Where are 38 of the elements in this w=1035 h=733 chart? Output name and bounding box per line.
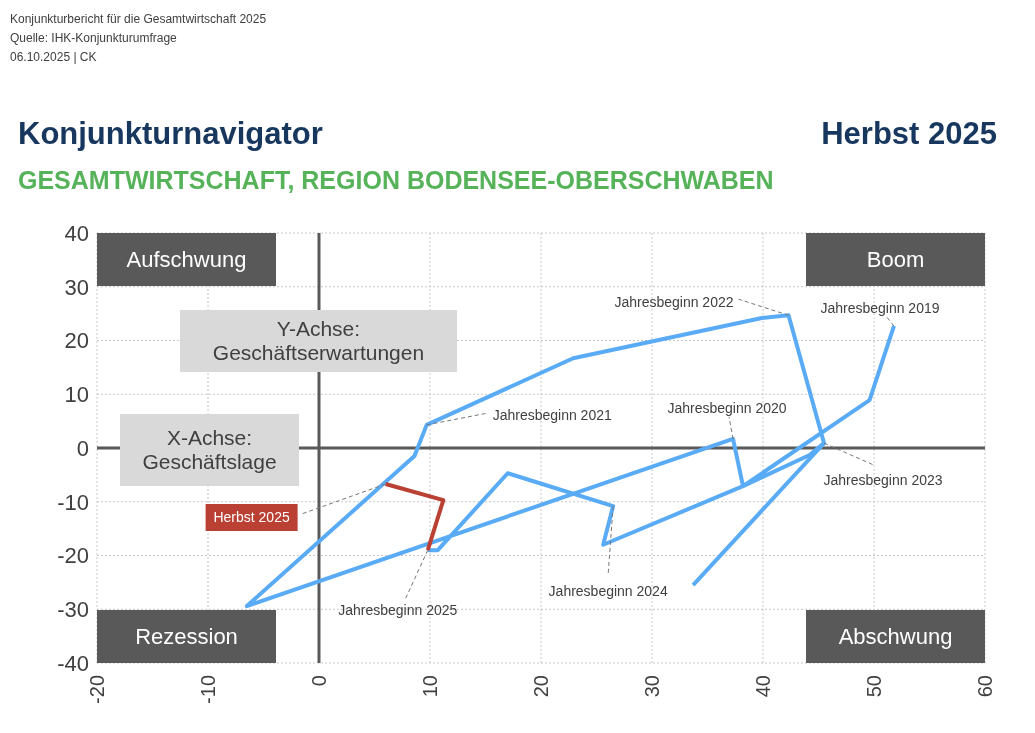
annotation: Jahresbeginn 2020 [667, 399, 787, 416]
y-tick-label: -20 [57, 543, 89, 569]
x-tick-label: 30 [641, 675, 663, 698]
x-tick-label: 20 [530, 675, 552, 698]
x-tick-label: -10 [197, 675, 219, 704]
annotation: Jahresbeginn 2022 [614, 294, 734, 311]
annotation: Jahresbeginn 2024 [548, 583, 668, 600]
y-tick-label: 10 [64, 382, 89, 408]
y-tick-label: 30 [64, 274, 89, 300]
x-tick-label: 10 [419, 675, 441, 698]
chart-subtitle: GESAMTWIRTSCHAFT, REGION BODENSEE-OBERSCHWABEN [18, 166, 774, 195]
quadrant-label: Boom [806, 233, 985, 286]
y-tick-label: 40 [64, 220, 89, 246]
x-axis-title: X-Achse: Geschäftslage [120, 414, 299, 486]
x-tick-label: 0 [308, 675, 330, 687]
annotation: Herbst 2025 [213, 509, 290, 526]
annotation: Jahresbeginn 2019 [820, 299, 940, 316]
text: Herbst 2025 [821, 116, 997, 152]
y-tick-label: 0 [76, 435, 89, 461]
quadrant-label: Rezession [97, 610, 276, 663]
chart-title: Konjunkturnavigator [18, 116, 323, 152]
annotation: Jahresbeginn 2025 [338, 602, 458, 619]
y-tick-label: -10 [57, 489, 89, 515]
annotation: Jahresbeginn 2023 [823, 472, 943, 489]
x-tick-label: 50 [863, 675, 885, 698]
quadrant-label: Abschwung [806, 610, 985, 663]
text: Konjunkturbericht für die Gesamtwirtschaft 2025 [10, 11, 267, 28]
y-tick-label: 20 [64, 328, 89, 354]
x-tick-label: 40 [752, 675, 774, 698]
source-note: Quelle: IHK-Konjunkturumfrage [10, 30, 178, 47]
y-tick-label: -40 [57, 650, 89, 676]
annotation: Jahresbeginn 2021 [492, 406, 612, 423]
y-tick-label: -30 [57, 597, 89, 623]
x-tick-label: -20 [86, 675, 108, 704]
text: 06.10.2025 | CK [10, 49, 98, 66]
x-tick-label: 60 [974, 675, 996, 698]
y-axis-title: Y-Achse: Geschäftserwartungen [180, 310, 457, 372]
quadrant-label: Aufschwung [97, 233, 276, 286]
